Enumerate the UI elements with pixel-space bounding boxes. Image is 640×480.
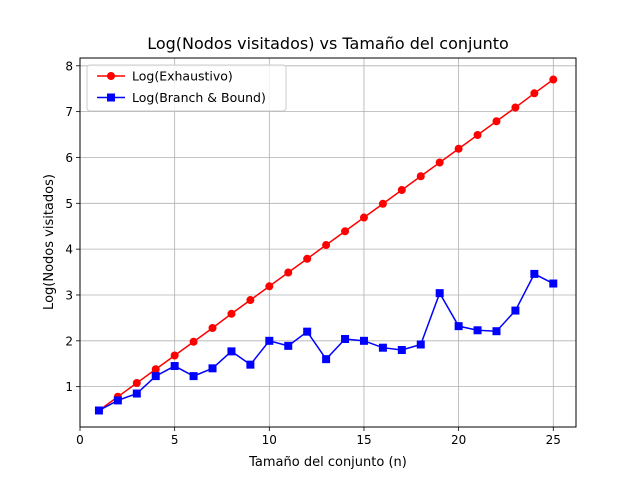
data-point bbox=[341, 227, 350, 236]
data-point bbox=[246, 360, 255, 369]
data-point bbox=[303, 327, 312, 336]
data-point bbox=[492, 327, 501, 336]
data-point bbox=[170, 351, 179, 360]
data-point bbox=[227, 347, 236, 356]
x-axis-label: Tamaño del conjunto (n) bbox=[248, 455, 407, 470]
data-point bbox=[530, 269, 539, 278]
y-axis-ticks: 1 2 3 4 5 6 7 8 bbox=[65, 59, 80, 394]
series-1 bbox=[94, 75, 558, 415]
data-point bbox=[549, 279, 558, 288]
series-layer bbox=[94, 75, 558, 415]
data-point bbox=[208, 364, 217, 373]
data-point bbox=[397, 186, 406, 195]
data-point bbox=[189, 372, 198, 381]
y-axis-label: Log(Nodos visitados) bbox=[42, 174, 57, 310]
grid bbox=[79, 58, 576, 427]
y-tick-label: 3 bbox=[65, 288, 73, 302]
data-point bbox=[454, 144, 463, 153]
data-point bbox=[151, 372, 160, 381]
data-point bbox=[397, 345, 406, 354]
data-point bbox=[322, 241, 331, 250]
x-tick-label: 20 bbox=[451, 433, 466, 447]
x-tick-label: 15 bbox=[356, 433, 371, 447]
y-tick-label: 7 bbox=[65, 105, 73, 119]
data-point bbox=[473, 131, 482, 140]
legend-box bbox=[86, 64, 287, 112]
plot-frame bbox=[79, 57, 577, 428]
data-point bbox=[511, 103, 520, 112]
data-point bbox=[473, 326, 482, 335]
series-2 bbox=[94, 269, 558, 415]
data-point bbox=[132, 389, 141, 398]
legend-marker bbox=[107, 93, 115, 102]
data-point bbox=[378, 343, 387, 352]
data-point bbox=[284, 268, 293, 277]
data-point bbox=[511, 306, 520, 315]
data-point bbox=[549, 75, 558, 84]
legend: Log(Exhaustivo) Log(Branch & Bound) bbox=[86, 64, 287, 112]
data-point bbox=[416, 172, 425, 181]
data-point bbox=[378, 199, 387, 208]
chart-title: Log(Nodos visitados) vs Tamaño del conju… bbox=[147, 34, 509, 53]
data-point bbox=[265, 282, 274, 291]
data-point bbox=[94, 406, 103, 415]
legend-item: Log(Branch & Bound) bbox=[97, 90, 266, 105]
legend-label: Log(Branch & Bound) bbox=[132, 90, 266, 105]
x-tick-label: 10 bbox=[262, 433, 277, 447]
y-tick-label: 2 bbox=[65, 334, 73, 348]
data-point bbox=[208, 323, 217, 332]
series-line bbox=[98, 272, 554, 412]
legend-label: Log(Exhaustivo) bbox=[132, 69, 233, 84]
x-axis-ticks: 0 5 10 15 20 25 bbox=[76, 427, 561, 447]
data-point bbox=[246, 296, 255, 305]
data-point bbox=[322, 355, 331, 364]
data-point bbox=[284, 341, 293, 350]
data-point bbox=[341, 334, 350, 343]
data-point bbox=[359, 213, 368, 222]
y-tick-label: 8 bbox=[65, 59, 73, 73]
data-point bbox=[530, 89, 539, 98]
legend-item: Log(Exhaustivo) bbox=[97, 69, 233, 84]
data-point bbox=[435, 289, 444, 298]
data-point bbox=[265, 336, 274, 345]
data-point bbox=[454, 322, 463, 331]
legend-marker bbox=[107, 72, 115, 80]
y-tick-label: 4 bbox=[65, 243, 73, 257]
x-tick-label: 5 bbox=[171, 433, 179, 447]
y-tick-label: 1 bbox=[65, 380, 73, 394]
data-point bbox=[170, 362, 179, 371]
x-tick-label: 0 bbox=[76, 433, 84, 447]
data-point bbox=[113, 396, 122, 405]
x-tick-label: 25 bbox=[546, 433, 561, 447]
data-point bbox=[435, 158, 444, 167]
y-tick-label: 6 bbox=[65, 151, 73, 165]
data-point bbox=[227, 309, 236, 318]
data-point bbox=[359, 336, 368, 345]
y-tick-label: 5 bbox=[65, 197, 73, 211]
data-point bbox=[189, 337, 198, 346]
data-point bbox=[303, 254, 312, 263]
data-point bbox=[132, 378, 141, 387]
data-point bbox=[416, 340, 425, 349]
data-point bbox=[492, 117, 501, 126]
data-point bbox=[151, 365, 160, 374]
